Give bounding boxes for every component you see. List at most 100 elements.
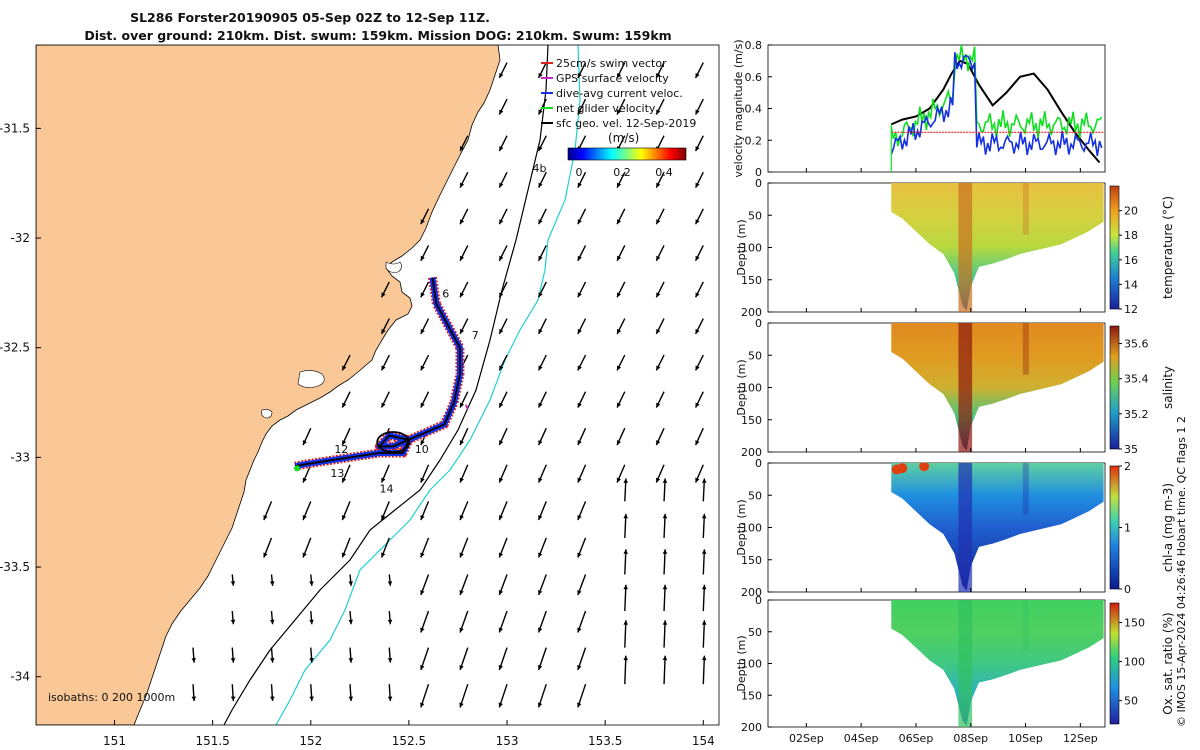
velocity-arrowhead bbox=[499, 292, 504, 298]
velocity-arrowhead bbox=[538, 477, 543, 483]
velocity-arrowhead bbox=[459, 665, 464, 670]
map-xtick-label: 151 bbox=[103, 734, 126, 748]
velocity-arrowhead bbox=[695, 440, 700, 446]
velocity-arrowhead bbox=[656, 72, 661, 78]
colorbar-tick-label: 100 bbox=[1124, 656, 1145, 669]
day-label: 10 bbox=[415, 443, 429, 456]
panel-ytick-label: 100 bbox=[741, 522, 762, 535]
velocity-arrow bbox=[702, 620, 706, 648]
map-xtick-label: 153.5 bbox=[588, 734, 622, 748]
colorbar-tick-label: 2 bbox=[1124, 460, 1131, 473]
velocity-arrowhead bbox=[381, 477, 386, 483]
legend-swim-label: 25cm/s swim vector bbox=[556, 57, 667, 70]
velocity-arrowhead bbox=[381, 292, 386, 298]
velocity-arrowhead bbox=[420, 665, 425, 670]
velocity-arrowhead bbox=[309, 658, 314, 663]
colorbar-tick-label: 16 bbox=[1124, 254, 1138, 267]
velocity-arrowhead bbox=[459, 402, 465, 408]
panel-ytick-label: 0.8 bbox=[745, 39, 763, 52]
velocity-arrowhead bbox=[577, 702, 582, 708]
velocity-arrowhead bbox=[498, 590, 504, 596]
velocity-arrowhead bbox=[662, 655, 668, 661]
velocity-arrowhead bbox=[577, 552, 582, 558]
velocity-arrowhead bbox=[230, 619, 236, 625]
footer-credit: © IMOS 15-Apr-2024 04:26:46 Hobart time.… bbox=[1175, 416, 1188, 727]
velocity-arrowhead bbox=[420, 328, 425, 334]
map-xtick-label: 151.5 bbox=[195, 734, 229, 748]
velocity-arrowhead bbox=[538, 440, 543, 446]
panel-ylabel: Depth (m) bbox=[735, 499, 748, 555]
legend-sfc-label: sfc geo. vel. 12-Sep-2019 bbox=[556, 117, 696, 130]
velocity-arrowhead bbox=[230, 658, 236, 663]
velocity-arrowhead bbox=[420, 552, 425, 558]
core-streak bbox=[1022, 463, 1029, 515]
core-streak bbox=[958, 323, 973, 452]
velocity-arrowhead bbox=[538, 219, 543, 225]
velocity-arrowhead bbox=[701, 655, 707, 661]
velocity-arrowhead bbox=[538, 255, 543, 261]
velocity-arrowhead bbox=[695, 182, 700, 188]
velocity-arrowhead bbox=[270, 696, 275, 702]
velocity-arrowhead bbox=[577, 402, 582, 408]
velocity-arrowhead bbox=[538, 590, 543, 596]
velocity-arrowhead bbox=[420, 440, 425, 446]
velocity-arrowhead bbox=[381, 365, 386, 371]
chl-hotspot bbox=[919, 463, 930, 472]
map-ytick-label: -33.5 bbox=[0, 560, 30, 574]
core-streak bbox=[958, 600, 973, 727]
colorbar-tick-label: 12 bbox=[1124, 303, 1138, 316]
velocity-arrowhead bbox=[348, 619, 354, 625]
map-colorbar-tick: 0.4 bbox=[655, 166, 673, 179]
velocity-arrowhead bbox=[420, 515, 425, 521]
velocity-arrowhead bbox=[499, 109, 504, 115]
glider-loop bbox=[376, 431, 411, 453]
velocity-arrowhead bbox=[191, 658, 197, 663]
velocity-arrowhead bbox=[577, 665, 582, 670]
velocity-arrowhead bbox=[656, 292, 661, 298]
velocity-arrowhead bbox=[695, 328, 700, 334]
velocity-arrowhead bbox=[538, 109, 543, 115]
velocity-arrowhead bbox=[460, 182, 465, 188]
velocity-arrowhead bbox=[499, 477, 504, 483]
sfc-velocity-line bbox=[890, 59, 1101, 164]
panel-ytick-label: 100 bbox=[741, 242, 762, 255]
panel-ytick-label: 200 bbox=[741, 306, 762, 319]
day-label: 12 bbox=[334, 443, 348, 456]
velocity-arrowhead bbox=[230, 581, 236, 586]
velocity-arrowhead bbox=[387, 581, 393, 586]
velocity-arrowhead bbox=[459, 552, 464, 558]
map-frame bbox=[35, 44, 720, 726]
panel-ytick-label: 0 bbox=[755, 177, 762, 190]
velocity-arrowhead bbox=[420, 219, 425, 225]
velocity-arrowhead bbox=[537, 665, 543, 670]
velocity-arrowhead bbox=[499, 328, 504, 334]
colorbar-label: Ox. sat. ratio (%) bbox=[1161, 612, 1175, 714]
velocity-arrowhead bbox=[499, 182, 504, 188]
panel-ytick-label: 0.4 bbox=[745, 103, 763, 116]
map-legend: 25cm/s swim vector GPS surface velocity … bbox=[541, 57, 696, 179]
velocity-arrowhead bbox=[420, 255, 425, 261]
colorbar-oxygen bbox=[1109, 602, 1120, 725]
velocity-arrowhead bbox=[616, 477, 621, 483]
figure-title-line1: SL286 Forster20190905 05-Sep 02Z to 12-S… bbox=[130, 10, 490, 25]
velocity-arrowhead bbox=[538, 72, 543, 78]
panel-ytick-label: 0 bbox=[755, 594, 762, 607]
velocity-arrowhead bbox=[498, 665, 503, 670]
date-tick-label: 12Sep bbox=[1063, 732, 1098, 745]
panel-ytick-label: 0 bbox=[755, 457, 762, 470]
velocity-arrowhead bbox=[577, 440, 582, 446]
colorbar-tick-label: 50 bbox=[1124, 695, 1138, 708]
panel-content-chl-a bbox=[891, 463, 1104, 592]
velocity-arrowhead bbox=[617, 365, 622, 371]
velocity-arrowhead bbox=[191, 696, 197, 702]
colorbar-chl-a bbox=[1109, 465, 1120, 590]
velocity-arrowhead bbox=[342, 402, 347, 408]
velocity-arrowhead bbox=[387, 619, 393, 625]
velocity-arrowhead bbox=[701, 478, 707, 483]
velocity-arrowhead bbox=[616, 402, 622, 408]
estuary-lagoon bbox=[385, 261, 402, 273]
core-streak bbox=[958, 183, 973, 312]
estuary-lagoon bbox=[297, 370, 325, 388]
